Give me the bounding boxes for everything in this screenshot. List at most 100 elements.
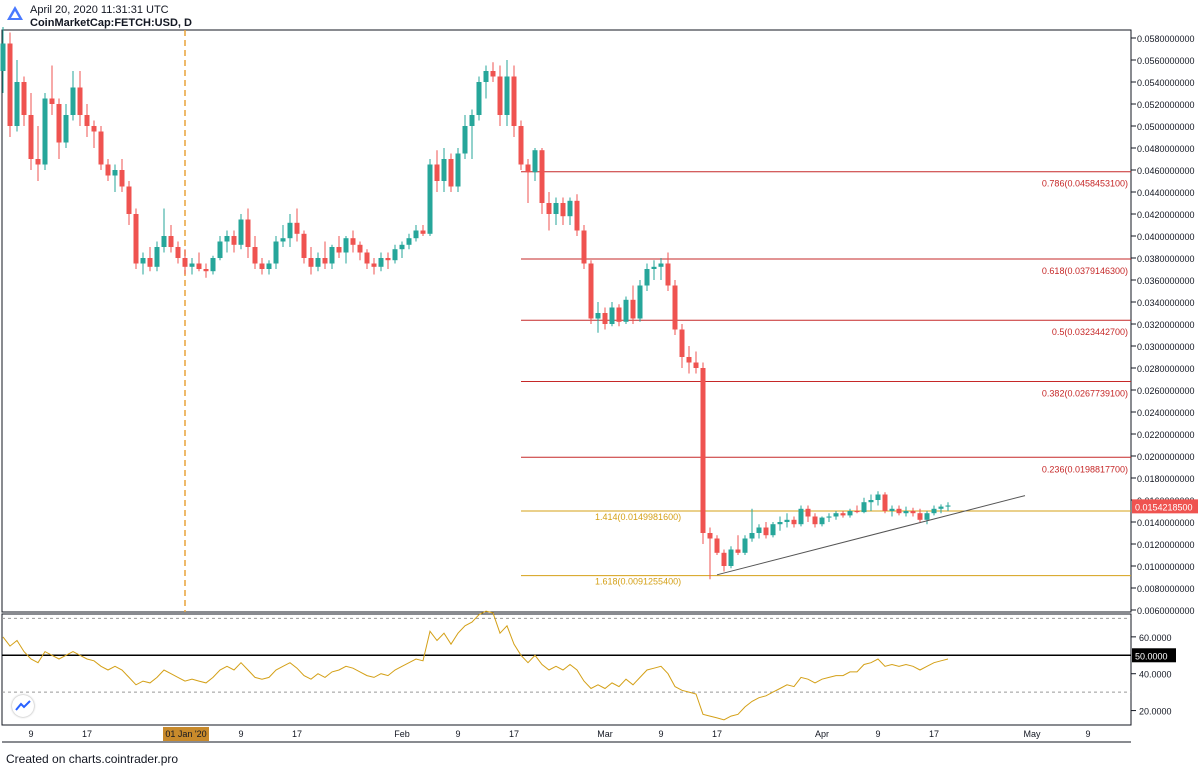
candle-body xyxy=(448,159,454,187)
price-tick-label: 0.0420000000 xyxy=(1137,210,1195,220)
candle-body xyxy=(161,236,167,247)
fib-level-label: 0.5(0.0323442700) xyxy=(1052,327,1128,337)
candle-body xyxy=(406,238,412,245)
candle-body xyxy=(98,131,104,165)
candle-body xyxy=(91,126,97,132)
candle-body xyxy=(658,263,664,267)
time-tick-label: 9 xyxy=(1085,729,1090,739)
candle-body xyxy=(798,508,804,525)
candle-body xyxy=(42,98,48,165)
candle-body xyxy=(14,82,20,126)
candle-body xyxy=(315,258,321,267)
tradingview-logo-icon[interactable] xyxy=(12,695,34,717)
price-tick-label: 0.0220000000 xyxy=(1137,430,1195,440)
candle-body xyxy=(938,506,944,509)
time-tick-label: 17 xyxy=(929,729,939,739)
price-tick-label: 0.0180000000 xyxy=(1137,474,1195,484)
candle-body xyxy=(70,87,76,115)
fib-level-label: 0.382(0.0267739100) xyxy=(1042,388,1128,398)
time-tick-label: Mar xyxy=(597,729,613,739)
candle-body xyxy=(203,269,209,272)
candle-body xyxy=(637,285,643,319)
price-tick-label: 0.0100000000 xyxy=(1137,562,1195,572)
candle-body xyxy=(651,266,657,269)
time-tick-label: 9 xyxy=(658,729,663,739)
candle-body xyxy=(364,252,370,264)
candle-body xyxy=(182,258,188,267)
candle-body xyxy=(0,43,6,71)
price-tick-label: 0.0260000000 xyxy=(1137,386,1195,396)
candle-body xyxy=(721,552,727,566)
candle-body xyxy=(784,519,790,522)
candle-body xyxy=(231,236,237,245)
price-tick-label: 0.0580000000 xyxy=(1137,34,1195,44)
candle-body xyxy=(707,533,713,539)
candle-body xyxy=(833,513,839,517)
fib-level-label: 0.786(0.0458453100) xyxy=(1042,179,1128,189)
time-tick-label: Feb xyxy=(394,729,410,739)
candle-body xyxy=(224,236,230,242)
candle-body xyxy=(105,164,111,176)
candle-body xyxy=(196,263,202,269)
candle-body xyxy=(77,87,83,115)
rsi-tick-label: 20.0000 xyxy=(1139,707,1172,717)
last-price-label: 0.0154218500 xyxy=(1135,502,1193,512)
candle-body xyxy=(434,164,440,181)
candle-body xyxy=(189,263,195,267)
candle-body xyxy=(35,159,41,165)
candle-body xyxy=(770,524,776,536)
candle-body xyxy=(490,71,496,77)
price-tick-label: 0.0280000000 xyxy=(1137,364,1195,374)
candle-body xyxy=(280,238,286,242)
price-tick-label: 0.0340000000 xyxy=(1137,298,1195,308)
fib-level-label: 0.618(0.0379146300) xyxy=(1042,266,1128,276)
candle-body xyxy=(840,513,846,516)
time-tick-label: 17 xyxy=(509,729,519,739)
price-tick-label: 0.0400000000 xyxy=(1137,232,1195,242)
date-highlight-tag xyxy=(163,727,209,741)
time-tick-label: 9 xyxy=(28,729,33,739)
candle-body xyxy=(623,299,629,322)
candle-body xyxy=(693,362,699,368)
candle-body xyxy=(21,82,27,115)
candle-body xyxy=(630,299,636,319)
candle-body xyxy=(945,505,951,507)
candle-body xyxy=(609,307,615,324)
candle-body xyxy=(469,115,475,126)
candle-body xyxy=(504,76,510,115)
candle-body xyxy=(861,502,867,513)
candle-body xyxy=(329,247,335,264)
candle-body xyxy=(154,247,160,267)
candle-body xyxy=(518,126,524,165)
candle-body xyxy=(917,513,923,520)
rsi-tick-label: 60.0000 xyxy=(1139,633,1172,643)
candle-body xyxy=(483,71,489,82)
candle-body xyxy=(7,43,13,126)
candle-body xyxy=(147,258,153,267)
candle-body xyxy=(217,241,223,258)
candle-body xyxy=(336,247,342,253)
candle-body xyxy=(553,203,559,214)
candle-body xyxy=(210,258,216,272)
time-tick-label: 01 Jan '20 xyxy=(165,729,206,739)
candle-body xyxy=(287,222,293,239)
candle-body xyxy=(140,258,146,264)
price-tick-label: 0.0060000000 xyxy=(1137,606,1195,616)
time-tick-label: 17 xyxy=(82,729,92,739)
candle-body xyxy=(266,263,272,269)
candle-body xyxy=(238,219,244,245)
candle-body xyxy=(581,230,587,264)
time-tick-label: 17 xyxy=(292,729,302,739)
candle-body xyxy=(546,203,552,214)
candle-body xyxy=(812,516,818,525)
candle-body xyxy=(672,285,678,330)
price-tick-label: 0.0140000000 xyxy=(1137,518,1195,528)
fib-level-label: 1.414(0.0149981600) xyxy=(595,512,681,522)
time-tick-label: 9 xyxy=(875,729,880,739)
price-tick-label: 0.0200000000 xyxy=(1137,452,1195,462)
price-tick-label: 0.0440000000 xyxy=(1137,188,1195,198)
candle-body xyxy=(924,513,930,520)
candle-body xyxy=(728,549,734,566)
candle-body xyxy=(126,186,132,214)
